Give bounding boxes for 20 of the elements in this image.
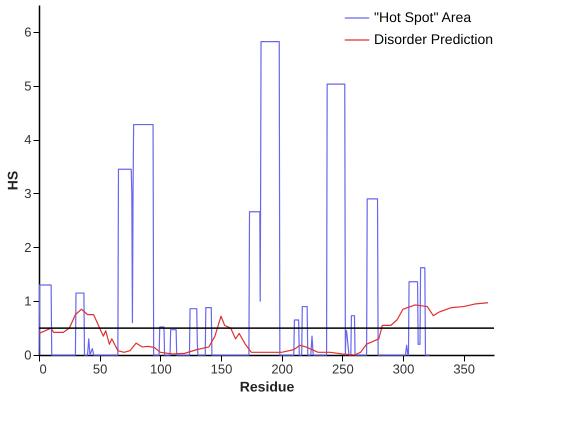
legend-label: "Hot Spot" Area (374, 9, 472, 25)
y-tick-label: 1 (24, 294, 32, 309)
y-tick-label: 2 (24, 240, 32, 255)
x-tick-label: 300 (392, 362, 414, 376)
x-tick-label: 50 (92, 362, 108, 376)
y-tick-label: 4 (24, 132, 32, 148)
x-tick-label: 100 (150, 362, 172, 376)
x-tick-label: 250 (332, 362, 354, 376)
y-tick-label: 6 (24, 24, 32, 40)
y-axis-title: HS (4, 170, 20, 190)
x-tick-label: 0 (40, 362, 47, 376)
x-tick-label: 200 (271, 362, 294, 376)
line-series (38, 302, 489, 356)
y-tick-label: 0 (24, 348, 32, 362)
x-tick-label: 150 (210, 362, 232, 376)
legend-label: Disorder Prediction (374, 31, 494, 47)
y-tick-label: 3 (24, 186, 32, 201)
y-tick-label: 5 (24, 78, 32, 94)
x-axis-title: Residue (240, 378, 294, 394)
x-tick-label: 350 (453, 362, 476, 376)
